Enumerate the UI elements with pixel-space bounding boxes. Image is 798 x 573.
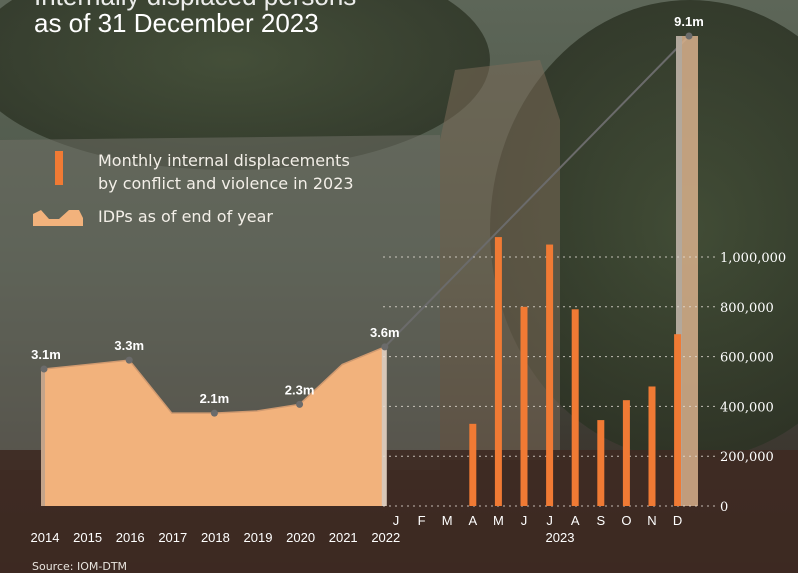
legend-area-swatch (33, 210, 83, 226)
data-label: 3.3m (114, 338, 144, 353)
month-bar (648, 386, 656, 506)
x-tick-label-month: A (571, 513, 580, 528)
data-label: 3.1m (31, 347, 61, 362)
chart-title: Internally displaced persons (34, 0, 356, 12)
month-bar (597, 420, 605, 506)
data-point-marker (40, 365, 48, 373)
legend-bar-swatch (55, 151, 63, 185)
month-bar (674, 334, 682, 506)
month-bar (494, 237, 502, 506)
x-tick-label-month: D (673, 513, 682, 528)
month-bar (571, 309, 579, 506)
month-bar (546, 244, 554, 507)
trend-line-2023 (384, 35, 690, 348)
data-point-marker (125, 356, 133, 364)
month-bar (469, 423, 477, 506)
x-tick-label-year: 2015 (73, 530, 102, 545)
x-tick-label-month: S (596, 513, 605, 528)
x-tick-label-month: O (621, 513, 631, 528)
x-axis-label-2023: 2023 (546, 530, 575, 545)
x-tick-label-month: J (521, 513, 528, 528)
x-tick-label-month: F (418, 513, 426, 528)
data-label: 2.1m (200, 391, 230, 406)
y-tick-label: 600,000 (720, 351, 774, 366)
x-tick-label-year: 2014 (31, 530, 60, 545)
data-label: 3.6m (370, 325, 400, 340)
x-tick-label-year: 2019 (244, 530, 273, 545)
month-bar (520, 306, 528, 506)
x-tick-label-month: N (647, 513, 656, 528)
x-tick-label-month: A (468, 513, 477, 528)
x-tick-label-year: 2017 (158, 530, 187, 545)
y-tick-label: 400,000 (720, 400, 774, 415)
data-point-marker (381, 343, 389, 351)
y-tick-label: 1,000,000 (720, 251, 786, 266)
idp-area (44, 346, 385, 506)
data-point-marker (296, 400, 304, 408)
chart-subtitle: as of 31 December 2023 (34, 8, 319, 38)
x-tick-label-year: 2021 (329, 530, 358, 545)
area-left-edge (41, 368, 45, 506)
y-tick-label: 0 (720, 500, 728, 515)
idp-2023-band-edge (676, 36, 682, 506)
legend-bars-line2: by conflict and violence in 2023 (98, 174, 354, 193)
x-tick-label-month: M (442, 513, 453, 528)
source-note: Source: IOM-DTM (32, 560, 128, 573)
x-tick-label-month: J (393, 513, 400, 528)
data-point-marker (685, 32, 693, 40)
x-tick-label-year: 2022 (371, 530, 400, 545)
x-tick-label-year: 2020 (286, 530, 315, 545)
x-tick-label-year: 2016 (116, 530, 145, 545)
y-tick-label: 800,000 (720, 301, 774, 316)
data-point-marker (210, 409, 218, 417)
x-tick-label-month: M (493, 513, 504, 528)
x-tick-label-year: 2018 (201, 530, 230, 545)
month-bar (622, 400, 630, 506)
data-label: 9.1m (674, 14, 704, 29)
area-right-edge (381, 346, 387, 506)
legend-bars-label: Monthly internal displacements by confli… (98, 149, 354, 195)
y-tick-label: 200,000 (720, 450, 774, 465)
legend-area-label: IDPs as of end of year (98, 207, 273, 226)
x-tick-label-month: J (546, 513, 553, 528)
data-label: 2.3m (285, 382, 315, 397)
legend-bars-line1: Monthly internal displacements (98, 151, 350, 170)
